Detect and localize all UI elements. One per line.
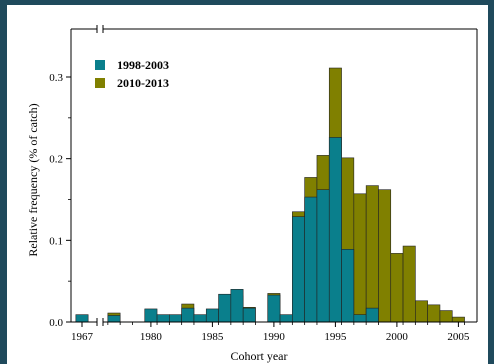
y-tick-label-0.1: 0.1 (49, 235, 63, 247)
bar-1998-2003-1995 (328, 137, 342, 323)
bar-1998-2003-1992 (292, 216, 305, 323)
bar-1998-2003-1996 (341, 249, 355, 323)
bar-1998-2003-1997 (353, 314, 367, 323)
x-tick-label-1980: 1980 (140, 331, 163, 343)
bar-1998-2003-1988 (242, 307, 256, 323)
bar-1998-2003-1983 (181, 307, 195, 323)
bar-1998-2003-1991 (279, 314, 293, 323)
bar-1998-2003-1977 (107, 315, 121, 323)
bar-2010-2013-2003 (427, 304, 441, 323)
x-tick-label-1990: 1990 (263, 331, 286, 343)
bar-2010-2013-1998 (365, 185, 379, 323)
legend-swatch-2010-2013 (95, 78, 105, 88)
bar-1998-2003-1982 (169, 314, 182, 323)
x-tick-label-1985: 1985 (201, 331, 224, 343)
y-axis-title: Relative frequency (% of catch) (26, 103, 40, 256)
bar-1998-2003-1994 (316, 189, 330, 323)
x-axis-title: Cohort year (231, 349, 288, 363)
chart-frame: 1967 1980 1985 1990 1995 2000 2005 0.0 0.1 0.2 0.3… (7, 5, 488, 364)
bar-2010-2013-2001 (402, 245, 416, 323)
x-tick-label-1995: 1995 (324, 331, 347, 343)
bar-2010-2013-1999 (378, 189, 392, 323)
series-2010-2013-bars (107, 67, 465, 323)
series-1998-2003-bars (75, 137, 379, 323)
bar-2010-2013-2004 (439, 310, 453, 323)
x-tick-label-2000: 2000 (386, 331, 409, 343)
y-tick-label-0.2: 0.2 (49, 154, 63, 166)
bar-2010-2013-1997 (353, 193, 367, 323)
bar-1998-2003-1981 (156, 314, 170, 323)
axes (66, 25, 478, 327)
y-tick-label-0.3: 0.3 (49, 72, 63, 84)
bar-1998-2003-1985 (205, 308, 219, 323)
bar-1998-2003-1984 (193, 314, 207, 323)
y-tick-label-0: 0.0 (49, 317, 63, 329)
bar-1998-2003-1987 (230, 289, 244, 323)
x-tick-label-2005: 2005 (447, 331, 470, 343)
bar-1998-2003-1998 (365, 307, 379, 323)
bar-2010-2013-2000 (390, 253, 404, 323)
bar-1998-2003-1990 (267, 294, 281, 323)
bar-1998-2003-1967 (75, 314, 89, 323)
bar-2010-2013-2002 (415, 300, 428, 323)
relative-frequency-chart: 1967 1980 1985 1990 1995 2000 2005 0.0 0.1 0.2 0.3… (26, 25, 478, 363)
bar-1998-2003-1980 (144, 308, 158, 323)
tick-labels: 1967 1980 1985 1990 1995 2000 2005 0.0 0.1 0.2 0.3 (49, 72, 470, 343)
legend: 1998-2003 2010-2013 (95, 58, 169, 90)
legend-swatch-1998-2003 (95, 60, 105, 70)
bar-1998-2003-1993 (304, 196, 318, 323)
bar-1998-2003-1986 (218, 293, 232, 323)
legend-label-1998-2003: 1998-2003 (117, 58, 169, 72)
legend-label-2010-2013: 2010-2013 (117, 76, 169, 90)
bar-2010-2013-2005 (451, 316, 465, 323)
x-tick-label-1967: 1967 (71, 331, 94, 343)
